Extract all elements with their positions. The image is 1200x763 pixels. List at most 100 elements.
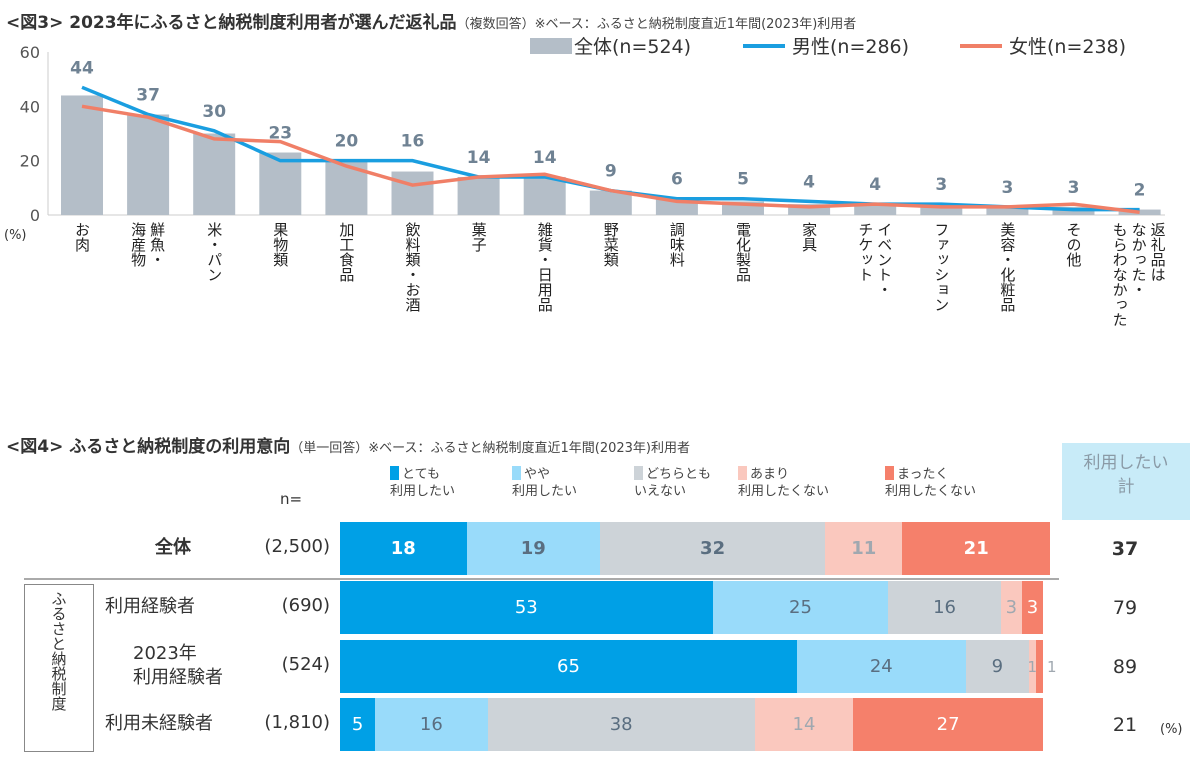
segment: 25 [712,581,889,634]
row-total: 79 [1112,597,1138,619]
n-label: n= [280,490,303,508]
data-label: 6 [671,170,683,190]
fig4-title-text: <図4> ふるさと納税制度の利用意向 [6,437,291,457]
segment: 16 [888,581,1001,634]
legend-label: 男性(n=286) [792,36,909,58]
unit-label: (%) [1160,722,1183,737]
bar [523,176,566,215]
segment: 32 [600,522,826,575]
row-label: 利用経験者 [105,596,195,617]
row-n: (524) [281,654,330,675]
category-label: 雑貨・日用品 [535,222,554,312]
segment: 38 [487,698,755,751]
total-header: 利用したい 計 [1062,443,1190,520]
fig3-title: <図3> 2023年にふるさと納税制度利用者が選んだ返礼品（複数回答）※ベース：… [6,8,856,33]
row-label: 2023年 利用経験者 [133,643,223,688]
category-label: イベント・ チケット [856,222,894,297]
data-label: 3 [935,175,947,195]
segment-value: 1 [1027,657,1037,676]
data-label: 44 [70,58,94,78]
segment-value: 16 [419,714,443,735]
segment: 1 [1027,640,1037,693]
data-label: 20 [335,132,359,152]
legend-label: どちらとも いえない [634,467,712,499]
segment: 16 [375,698,488,751]
segment: 24 [796,640,966,693]
segment: 18 [340,522,467,575]
row-n: (2,500) [264,536,330,557]
group-label: ふるさと納税制度 [49,591,68,711]
segment-value: 24 [869,656,893,677]
row-total: 89 [1112,656,1138,678]
row-label: 全体 [155,537,191,558]
segment: 1 [1035,640,1057,693]
legend-item: とても 利用したい [390,466,455,500]
segment-value: 3 [1026,597,1039,618]
row-total: 21 [1112,714,1138,736]
legend-label: とても 利用したい [390,467,456,499]
legend-swatch [634,466,643,480]
legend-label: まったく 利用したくない [885,467,977,499]
category-label: 野菜類 [601,222,620,267]
category-label: ファッション [932,222,951,312]
segment: 14 [754,698,854,751]
category-label: 返礼品は なかった・ もらわなかった [1110,222,1167,327]
category-label: 美容・化粧品 [998,222,1017,312]
row-n: (1,810) [264,712,330,733]
bar [457,176,500,215]
legend-item: どちらとも いえない [634,466,711,500]
y-tick-label: 20 [20,152,40,171]
bar [391,171,434,215]
segment-value: 27 [936,714,960,735]
segment-value: 11 [851,538,877,559]
legend-swatch [512,466,521,480]
category-label: お肉 [73,222,91,252]
data-label: 30 [202,102,226,122]
legend-label: 全体(n=524) [574,36,691,58]
segment-value: 3 [1005,597,1018,618]
fig3-note: （複数回答）※ベース：ふるさと納税制度直近1年間(2023年)利用者 [456,17,857,32]
category-label: 家具 [800,222,819,252]
segment-value: 5 [351,714,364,735]
data-label: 14 [533,148,557,168]
data-label: 3 [1001,178,1013,198]
row-n: (690) [281,595,330,616]
legend-swatch [885,466,894,480]
segment-value: 38 [609,714,633,735]
legend-label: あまり 利用したくない [738,467,830,499]
bar [259,152,302,215]
data-label: 23 [268,124,292,144]
category-label: 飲料類・お酒 [403,222,422,312]
data-label: 4 [869,175,881,195]
legend-label: 女性(n=238) [1009,36,1126,58]
group-box: ふるさと納税制度 [24,584,94,752]
row-label: 利用未経験者 [105,713,213,734]
bar [986,206,1029,215]
segment-value: 53 [514,597,538,618]
legend-item: やや 利用したい [512,466,577,500]
fig3-title-text: <図3> 2023年にふるさと納税制度利用者が選んだ返礼品 [6,13,457,33]
segment-value: 18 [390,538,416,559]
data-label: 14 [467,148,491,168]
segment: 65 [340,640,797,693]
segment-value: 25 [789,597,812,618]
segment-value: 14 [792,714,816,735]
category-label: 電化製品 [734,222,752,282]
segment: 9 [965,640,1029,693]
data-label: 4 [803,172,815,192]
bar [788,204,831,215]
category-label: 調味料 [667,222,686,267]
legend-label: やや 利用したい [512,467,578,499]
bar [854,204,897,215]
segment-value: 19 [520,538,546,559]
segment-value: 9 [991,656,1004,677]
legend-swatch [738,466,747,480]
legend-item: あまり 利用したくない [738,466,829,500]
y-unit: (%) [4,228,27,243]
category-label: 果物類 [271,222,290,267]
y-tick-label: 0 [30,206,40,225]
bar [193,133,236,215]
row-total: 37 [1111,538,1139,560]
bar [920,206,963,215]
